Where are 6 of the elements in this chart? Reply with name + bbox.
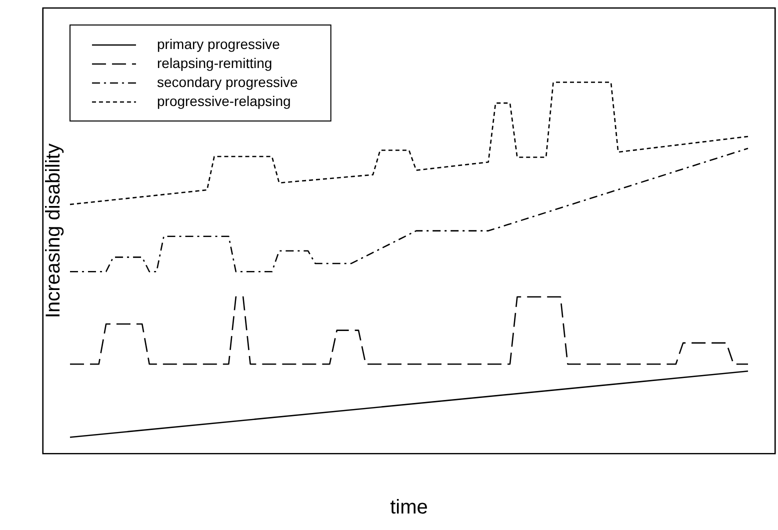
legend-label: progressive-relapsing: [157, 92, 291, 109]
y-axis-title: Increasing disability: [42, 144, 65, 318]
legend-label: secondary progressive: [157, 74, 298, 90]
legend-label: relapsing-remitting: [157, 54, 272, 71]
x-axis-title: time: [390, 496, 428, 519]
legend-label: primary progressive: [157, 36, 280, 52]
